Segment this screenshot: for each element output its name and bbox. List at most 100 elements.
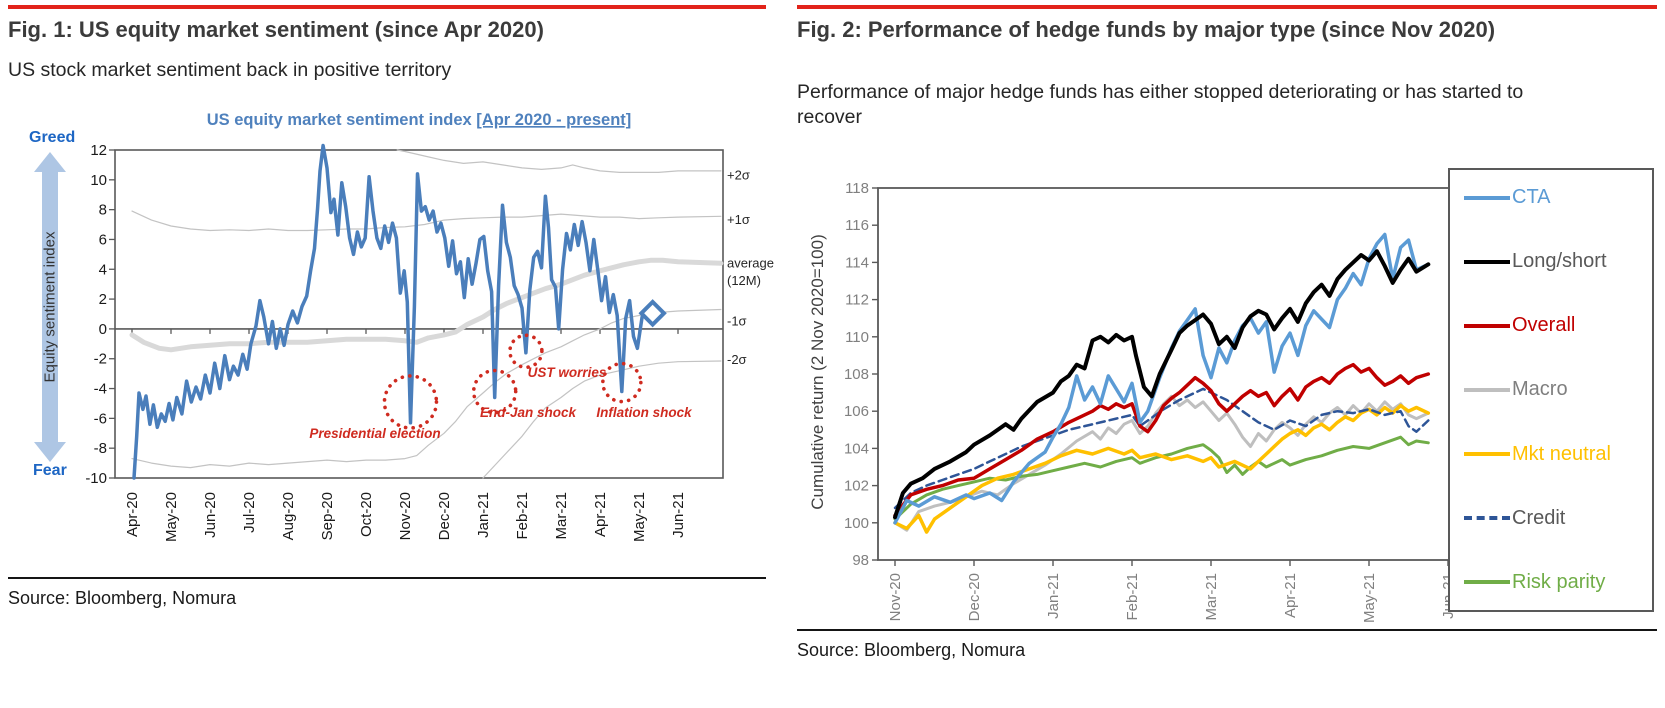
fig2-ytick-label: 114 [845,254,869,271]
fig1-series-plus-2sigma-band [396,149,722,174]
fig1-xtick-label: Dec-20 [436,492,453,540]
legend-line-swatch [1464,323,1510,328]
sentiment-arrow-up-icon [34,152,66,172]
fig1-ytick-label: -8 [94,440,107,457]
fig2-series-credit [893,387,1430,510]
fig2-plot-layer: 118 116 114 112 110 108 106 104 102 100 98 Nov-20 De… [844,180,1457,623]
fig2-legend: CTA Long/short Overall Macro Mkt neutral Cred… [1448,168,1654,612]
fig2-xtick-label: Nov-20 [887,573,904,621]
legend-line-swatch [1464,580,1510,585]
fig1-chart-title-main: US equity market sentiment index [207,111,477,129]
fig2-ytick-label: 112 [845,292,869,309]
fig1-xtick-label: May-21 [631,492,648,542]
legend-item-label: Overall [1512,314,1576,337]
fig2-subtitle: Performance of major hedge funds has eit… [797,81,1524,129]
fig1-chart-title-link[interactable]: [Apr 2020 - present] [476,111,631,129]
fig1-xtick-label: Apr-21 [592,492,609,537]
fig2-xtick-label: May-21 [1361,573,1378,623]
legend-item-cta: CTA [1464,186,1648,209]
fig1-ytick-label: 12 [90,142,107,159]
legend-line-swatch [1464,516,1510,521]
fig1-ytick-label: -6 [94,410,107,427]
fig2-divider [797,629,1657,631]
fig2-source: Source: Bloomberg, Nomura [797,640,1026,660]
fig1-xtick-label: Oct-20 [358,492,375,537]
legend-item-mkt-neutral: Mkt neutral [1464,443,1648,466]
legend-item-overall: Overall [1464,314,1648,337]
fig1-xtick-label: Jun-21 [670,492,687,538]
fig1-series-minus-1sigma-band [131,308,722,469]
legend-item-label: Risk parity [1512,570,1606,593]
fig1-annotation-circle [508,333,544,370]
legend-item-label: CTA [1512,186,1551,208]
fig1-source: Source: Bloomberg, Nomura [8,588,237,608]
fig1-xtick-label: Jan-21 [475,492,492,538]
fig2-ytick-label: 106 [844,403,869,420]
greed-label: Greed [29,129,76,146]
fig1-ytick-label: 0 [99,321,107,338]
fig1-ytick-label: -2 [94,351,107,368]
sentiment-arrow-shaft [42,171,58,443]
fig1-xtick-label: Mar-21 [553,492,570,540]
fig2-xtick-label: Mar-21 [1203,573,1220,621]
fig1-xtick-label: May-20 [163,492,180,542]
sentiment-arrow-down-icon [34,442,66,462]
legend-item-risk-parity: Risk parity [1464,571,1648,594]
fig1-band-label: (12M) [727,273,761,288]
legend-item-long-short: Long/short [1464,250,1648,273]
fig1-title: Fig. 1: US equity market sentiment (sinc… [8,17,544,42]
fig1-annotation-label: Presidential election [309,426,440,441]
fig1-chart-title: US equity market sentiment index [Apr 20… [207,111,632,129]
legend-item-label: Credit [1512,506,1566,529]
fig1-annotation-circle [382,374,439,430]
fig1-ytick-label: 6 [99,231,107,248]
fig2-ytick-label: 104 [844,440,869,457]
fig2-series-overall [893,362,1431,518]
fig2-ytick-label: 118 [845,180,869,197]
legend-item-macro: Macro [1464,378,1648,401]
fig2-xtick-label: Dec-20 [966,573,983,621]
fig2-xtick-label: Feb-21 [1124,573,1141,621]
fig1-xtick-label: Jul-20 [241,492,258,533]
fig1-ytick-label: 4 [99,261,107,278]
legend-line-swatch [1464,195,1510,200]
fig1-subtitle: US stock market sentiment back in positi… [8,59,452,81]
fig2-ytick-label: 100 [844,515,869,532]
fig1-xtick-label: Sep-20 [319,492,336,540]
fig1-ytick-label: -4 [94,381,107,398]
fig2-series-risk-parity [893,435,1430,521]
fig1-band-label: -1σ [727,313,747,328]
fig2-series-macro [893,394,1430,532]
fig2-series-mkt-neutral [893,403,1431,534]
fig1-xtick-label: Jun-20 [202,492,219,538]
fig1-annotation-label: End-Jan shock [480,405,578,420]
fig1-ytick-label: -10 [85,470,107,487]
legend-line-swatch [1464,387,1510,392]
legend-line-swatch [1464,452,1510,457]
legend-item-credit: Credit [1464,507,1648,530]
legend-item-label: Macro [1512,378,1568,401]
legend-item-label: Mkt neutral [1512,442,1611,465]
fig2-xtick-label: Apr-21 [1282,573,1299,618]
fig1-accent-rule [8,5,766,9]
fig1-xtick-label: Nov-20 [397,492,414,540]
fig1-annotation-label: Inflation shock [596,405,693,420]
fig1-ytick-label: 10 [90,172,107,189]
fig2-chart: 118 116 114 112 110 108 106 104 102 100 98 Nov-20 De… [844,180,1561,623]
fear-label: Fear [33,462,67,479]
fig1-band-label: average [727,255,774,270]
fig1-series-sentiment [132,143,649,480]
fig2-ytick-label: 110 [845,329,869,346]
legend-item-label: Long/short [1512,250,1607,273]
fig1-latest-point-marker [638,299,667,328]
fig1-band-label: +1σ [727,212,750,227]
legend-line-swatch [1464,259,1510,264]
fig1-annotation-circle [601,361,643,404]
fig1-ytick-label: 8 [99,202,107,219]
fig1-divider [8,577,766,579]
fig1-band-label: +2σ [727,167,750,182]
fig1-plot-layer: 12 10 8 6 4 2 0 -2 -4 -6 -8 -10 Apr-20 May-20 Jun-20 Ju… [85,142,774,542]
fig2-accent-rule [797,5,1657,9]
fig2-title: Fig. 2: Performance of hedge funds by ma… [797,17,1496,42]
fig1-band-label: -2σ [727,352,747,367]
